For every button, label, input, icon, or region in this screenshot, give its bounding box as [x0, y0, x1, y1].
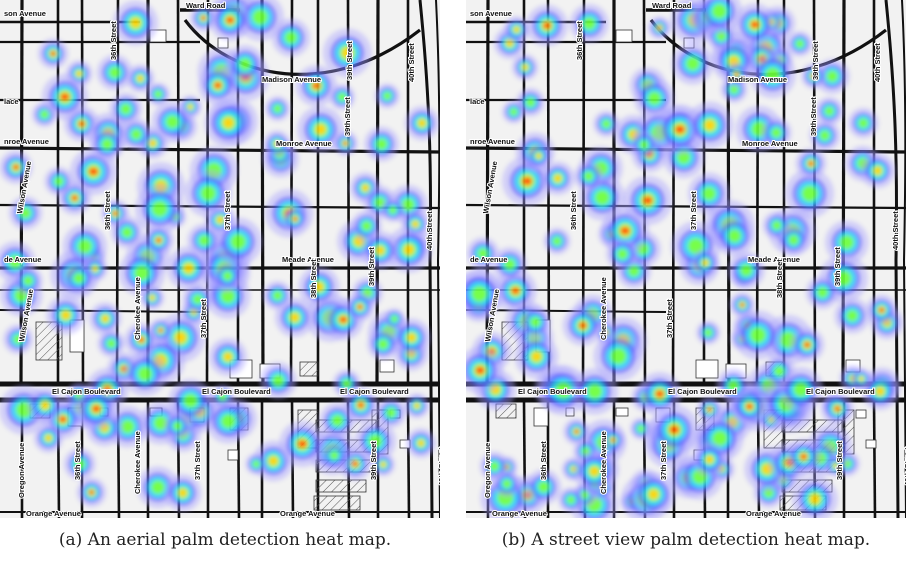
streetview-heatmap-panel: son Avenue Ward Road Madison Avenue lace nro… — [466, 0, 906, 518]
label-37th-3: 37th Street — [193, 441, 202, 480]
heat-spots — [466, 0, 904, 518]
label-40th-2: 40th Street — [891, 211, 900, 250]
label-oregon: Oregon Avenue — [17, 443, 26, 498]
label-36th-3: 36th Street — [73, 441, 82, 480]
label-madison-left: son Avenue — [470, 9, 512, 18]
label-39th-1: 39th Street — [811, 41, 820, 80]
label-39th-1: 39th Street — [345, 41, 354, 80]
label-el-cajon-3: El Cajon Boulevard — [340, 387, 409, 396]
label-40th-1: 40th Street — [873, 43, 882, 82]
label-40th-1: 40th Street — [407, 43, 416, 82]
label-36th-1: 36th Street — [575, 21, 584, 60]
label-40th-2: 40th Street — [425, 211, 434, 250]
label-cherokee-1: Cherokee Avenue — [599, 277, 608, 340]
label-el-cajon-1: El Cajon Boulevard — [518, 387, 587, 396]
label-meade-left: de Avenue — [4, 255, 41, 264]
label-40th-3: 40th Street — [903, 447, 906, 486]
label-madison-left: son Avenue — [4, 9, 46, 18]
label-orange-1: Orange Avenue — [492, 509, 547, 518]
label-39th-4: 39th Street — [835, 441, 844, 480]
label-37th-1: 37th Street — [223, 191, 232, 230]
label-monroe-left: nroe Avenue — [4, 137, 49, 146]
label-37th-2: 37th Street — [665, 299, 674, 338]
label-madison-avenue: Madison Avenue — [728, 75, 787, 84]
label-el-cajon-2: El Cajon Boulevard — [668, 387, 737, 396]
label-orange-2: Orange Avenue — [280, 509, 335, 518]
label-36th-2: 36th Street — [569, 191, 578, 230]
label-39th-2: 39th Street — [343, 97, 352, 136]
label-el-cajon-3: El Cajon Boulevard — [806, 387, 875, 396]
label-37th-1: 37th Street — [689, 191, 698, 230]
label-39th-2: 39th Street — [809, 97, 818, 136]
street-labels: son Avenue Ward Road Madison Avenue lace nro… — [3, 0, 440, 518]
label-monroe-left: nroe Avenue — [470, 137, 515, 146]
label-39th-3: 39th Street — [833, 247, 842, 286]
label-ward-road: Ward Road — [186, 1, 226, 10]
label-37th-2: 37th Street — [199, 299, 208, 338]
label-39th-3: 39th Street — [367, 247, 376, 286]
caption-aerial: (a) An aerial palm detection heat map. — [58, 530, 392, 550]
label-36th-1: 36th Street — [109, 21, 118, 60]
label-36th-2: 36th Street — [103, 191, 112, 230]
label-ward-road: Ward Road — [652, 1, 692, 10]
label-orange-2: Orange Avenue — [746, 509, 801, 518]
caption-streetview: (b) A street view palm detection heat ma… — [501, 530, 871, 550]
label-40th-3: 40th Street — [437, 447, 440, 486]
label-place: lace — [4, 97, 19, 106]
label-monroe-avenue: Monroe Avenue — [742, 139, 798, 148]
label-36th-3: 36th Street — [539, 441, 548, 480]
label-orange-1: Orange Avenue — [26, 509, 81, 518]
label-el-cajon-1: El Cajon Boulevard — [52, 387, 121, 396]
label-38th: 38th Street — [775, 259, 784, 298]
label-meade-left: de Avenue — [470, 255, 507, 264]
label-meade-avenue: Meade Avenue — [748, 255, 800, 264]
label-cherokee-1: Cherokee Avenue — [133, 277, 142, 340]
street-labels: son Avenue Ward Road Madison Avenue lace nro… — [469, 0, 906, 518]
aerial-heatmap-panel: son Avenue Ward Road Madison Avenue lace nro… — [0, 0, 440, 518]
label-meade-avenue: Meade Avenue — [282, 255, 334, 264]
label-oregon: Oregon Avenue — [483, 443, 492, 498]
label-monroe-avenue: Monroe Avenue — [276, 139, 332, 148]
label-39th-4: 39th Street — [369, 441, 378, 480]
label-cherokee-2: Cherokee Avenue — [599, 431, 608, 494]
label-el-cajon-2: El Cajon Boulevard — [202, 387, 271, 396]
label-cherokee-2: Cherokee Avenue — [133, 431, 142, 494]
label-38th: 38th Street — [309, 259, 318, 298]
label-place: lace — [470, 97, 485, 106]
label-37th-3: 37th Street — [659, 441, 668, 480]
heat-spots — [0, 0, 440, 512]
label-madison-avenue: Madison Avenue — [262, 75, 321, 84]
